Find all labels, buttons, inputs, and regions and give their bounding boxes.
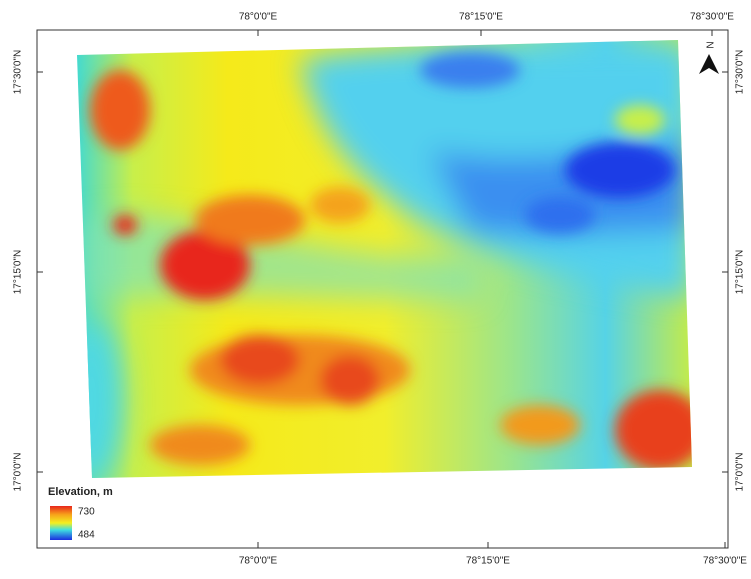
- left-label: 17°15'0"N: [13, 250, 24, 295]
- top-label: 78°15'0"E: [459, 12, 503, 23]
- bottom-label: 78°30'0"E: [703, 556, 747, 567]
- bottom-label: 78°15'0"E: [466, 556, 510, 567]
- top-label: 78°30'0"E: [690, 12, 734, 23]
- bottom-label: 78°0'0"E: [239, 556, 278, 567]
- north-label: N: [703, 41, 714, 48]
- right-label: 17°0'0"N: [735, 453, 746, 492]
- elevation-raster: [62, 35, 705, 485]
- top-label: 78°0'0"E: [239, 12, 278, 23]
- left-label: 17°30'0"N: [13, 50, 24, 95]
- north-arrow: N: [699, 41, 719, 74]
- right-label: 17°30'0"N: [735, 50, 746, 95]
- left-label: 17°0'0"N: [13, 453, 24, 492]
- legend-title: Elevation, m: [48, 486, 113, 498]
- legend-min: 484: [78, 530, 95, 541]
- right-label: 17°15'0"N: [735, 250, 746, 295]
- legend: Elevation, m 730 484: [48, 486, 113, 541]
- map-figure: N 78°0'0"E 78°15'0"E 78°30'0"E 78°0'0"E 78°1…: [0, 0, 751, 579]
- page: {"map": { "top_labels": ["78°0'0\"E", "7…: [0, 0, 751, 579]
- legend-max: 730: [78, 507, 95, 518]
- legend-ramp: [50, 506, 72, 540]
